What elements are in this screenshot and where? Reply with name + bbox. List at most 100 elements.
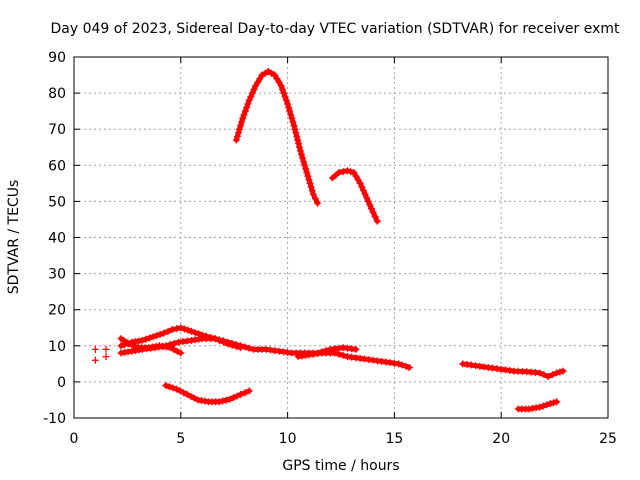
data-point bbox=[187, 336, 195, 344]
data-point bbox=[369, 208, 377, 216]
data-point bbox=[281, 93, 289, 101]
data-point bbox=[489, 364, 497, 372]
data-point bbox=[228, 341, 236, 349]
data-point bbox=[304, 172, 312, 180]
data-point bbox=[302, 165, 310, 173]
data-point bbox=[232, 342, 240, 350]
data-point bbox=[289, 118, 297, 126]
data-point bbox=[363, 194, 371, 202]
data-point bbox=[142, 335, 150, 343]
data-point bbox=[553, 369, 561, 377]
data-point bbox=[152, 342, 160, 350]
data-point bbox=[548, 371, 556, 379]
data-point bbox=[130, 342, 138, 350]
data-point bbox=[244, 100, 252, 108]
data-point bbox=[339, 168, 347, 176]
y-tick-label: 30 bbox=[48, 267, 66, 283]
data-point bbox=[207, 333, 215, 341]
data-point bbox=[117, 349, 125, 357]
data-point bbox=[367, 205, 375, 213]
data-point bbox=[286, 107, 294, 115]
series-arc-6 bbox=[162, 382, 253, 406]
data-point bbox=[91, 356, 99, 364]
series-line bbox=[233, 68, 320, 206]
data-point bbox=[301, 351, 309, 359]
data-point bbox=[177, 349, 185, 357]
data-point bbox=[347, 168, 355, 176]
data-point bbox=[232, 136, 240, 144]
x-tick-label: 5 bbox=[176, 431, 185, 447]
data-point bbox=[366, 201, 374, 209]
data-point bbox=[169, 384, 177, 392]
data-point bbox=[117, 342, 125, 350]
data-point bbox=[180, 325, 188, 333]
x-tick-label: 15 bbox=[385, 431, 403, 447]
data-point bbox=[553, 398, 561, 406]
y-tick-label: 70 bbox=[48, 122, 66, 138]
data-point bbox=[179, 338, 187, 346]
data-point bbox=[339, 351, 347, 359]
data-point bbox=[360, 355, 368, 363]
data-point bbox=[335, 350, 343, 358]
data-point bbox=[536, 403, 544, 411]
y-tick-label: -10 bbox=[43, 411, 66, 427]
data-point bbox=[187, 392, 195, 400]
data-point bbox=[236, 125, 244, 133]
data-point bbox=[305, 176, 313, 184]
data-point bbox=[220, 338, 228, 346]
data-point bbox=[194, 396, 202, 404]
data-point bbox=[191, 329, 199, 337]
data-point bbox=[275, 78, 283, 86]
data-point bbox=[126, 340, 134, 348]
data-point bbox=[382, 358, 390, 366]
series-arc-7 bbox=[232, 67, 322, 207]
data-point bbox=[243, 104, 251, 112]
data-point bbox=[493, 365, 501, 373]
data-point bbox=[128, 347, 136, 355]
y-tick-label: 90 bbox=[48, 50, 66, 66]
data-point bbox=[168, 326, 176, 334]
data-point bbox=[559, 367, 567, 375]
data-point bbox=[201, 397, 209, 405]
data-point bbox=[219, 397, 227, 405]
data-point bbox=[163, 343, 171, 351]
y-tick-label: 80 bbox=[48, 86, 66, 102]
data-point bbox=[145, 334, 153, 342]
data-point bbox=[256, 75, 264, 83]
data-point bbox=[359, 187, 367, 195]
x-tick-label: 0 bbox=[70, 431, 79, 447]
data-point bbox=[395, 360, 403, 368]
data-point bbox=[197, 397, 205, 405]
data-point bbox=[296, 143, 304, 151]
data-point bbox=[267, 346, 275, 354]
x-tick-label: 20 bbox=[492, 431, 510, 447]
data-point bbox=[153, 332, 161, 340]
data-point bbox=[293, 132, 301, 140]
data-point bbox=[195, 330, 203, 338]
x-tick-label: 10 bbox=[279, 431, 297, 447]
data-point bbox=[348, 345, 356, 353]
data-point bbox=[306, 179, 314, 187]
data-point bbox=[248, 89, 256, 97]
data-point bbox=[102, 345, 110, 353]
data-point bbox=[215, 336, 223, 344]
data-point bbox=[314, 350, 322, 358]
data-point bbox=[378, 357, 386, 365]
data-point bbox=[287, 111, 295, 119]
data-point bbox=[233, 132, 241, 140]
data-point bbox=[226, 395, 234, 403]
data-point bbox=[298, 352, 306, 360]
data-point bbox=[215, 398, 223, 406]
data-point bbox=[402, 362, 410, 370]
data-point bbox=[291, 125, 299, 133]
data-point bbox=[149, 333, 157, 341]
data-point bbox=[480, 363, 488, 371]
data-point bbox=[335, 344, 343, 352]
data-point bbox=[282, 96, 290, 104]
data-point bbox=[91, 345, 99, 353]
data-point bbox=[191, 336, 199, 344]
data-point bbox=[303, 169, 311, 177]
data-point bbox=[295, 140, 303, 148]
